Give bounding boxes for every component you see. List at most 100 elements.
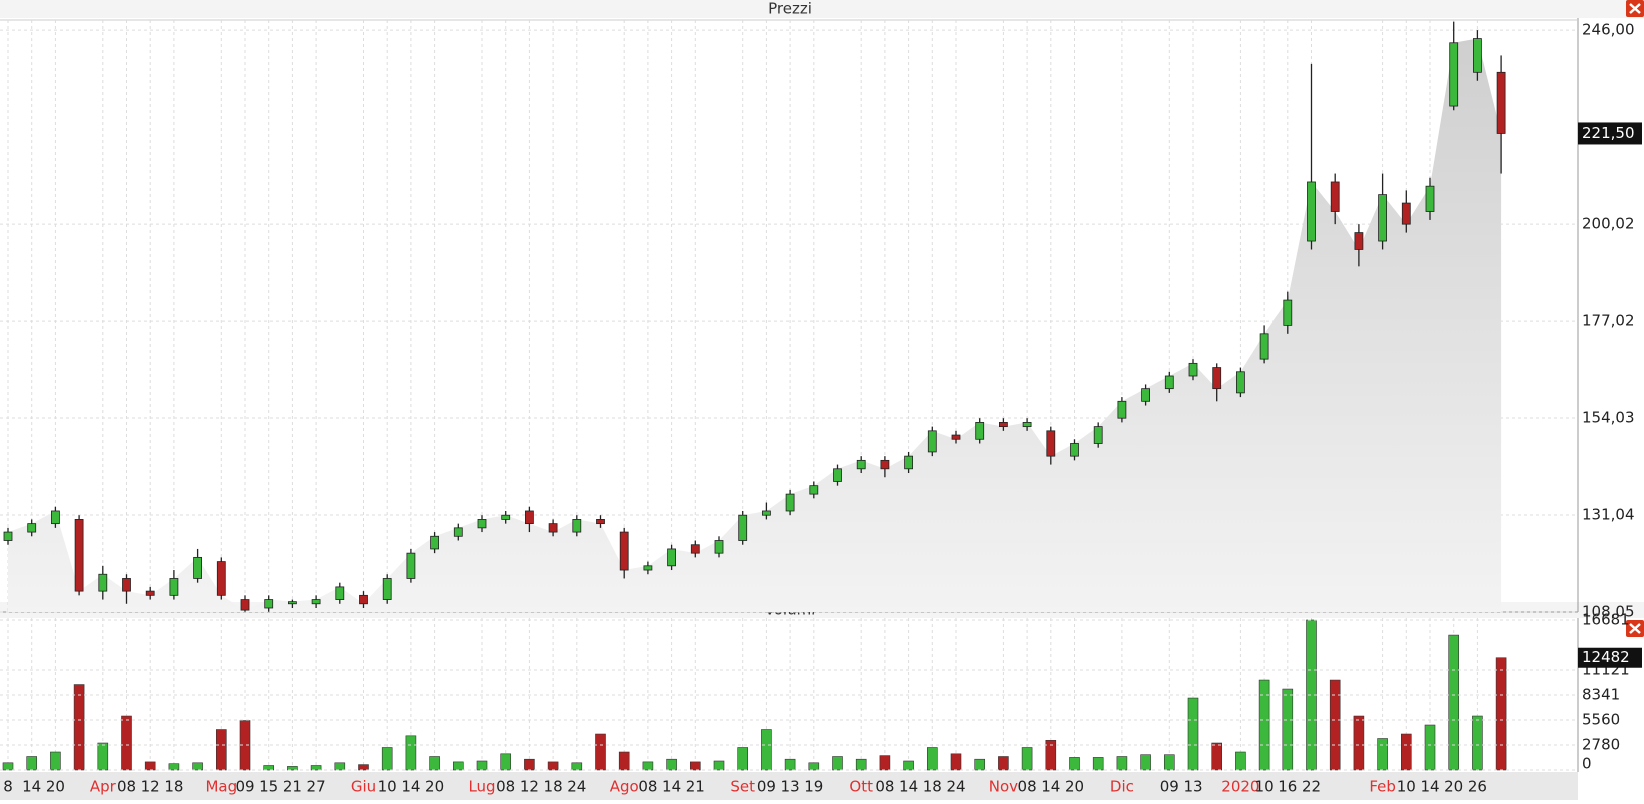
volume-bar xyxy=(26,756,38,771)
candle-body xyxy=(856,459,866,470)
x-tick-label: 14 xyxy=(662,778,681,796)
candle-body xyxy=(51,510,60,525)
volume-bar xyxy=(1282,688,1294,771)
volume-bar xyxy=(50,751,61,771)
volume-bar xyxy=(926,747,938,771)
volume-bar xyxy=(310,765,322,771)
x-tick-label: 20 xyxy=(1065,778,1084,796)
volume-bar xyxy=(476,760,488,771)
x-tick-label: 14 xyxy=(899,778,918,796)
candle-body xyxy=(1188,362,1198,377)
y-tick-label: 5560 xyxy=(1582,710,1620,728)
candle-body xyxy=(1401,202,1411,225)
x-tick-label: 20 xyxy=(1444,778,1463,796)
candle-body xyxy=(287,601,297,605)
y-tick-label: 8341 xyxy=(1582,685,1620,703)
candle-body xyxy=(1449,42,1459,107)
x-tick-label: 24 xyxy=(946,778,965,796)
x-tick-label: Lug xyxy=(468,778,495,796)
volume-bar xyxy=(547,761,559,771)
volume-bar xyxy=(642,761,654,771)
candle-body xyxy=(548,523,558,533)
x-tick-label: 18 xyxy=(164,778,183,796)
x-tick-label: 08 xyxy=(1018,778,1037,796)
volume-bar xyxy=(168,763,180,771)
volume-bar xyxy=(737,747,749,771)
candle-body xyxy=(1307,181,1316,242)
volume-bar xyxy=(1424,724,1436,771)
candle-body xyxy=(667,548,676,567)
volume-bar xyxy=(1235,751,1246,771)
volume-bar xyxy=(429,756,440,771)
x-tick-label: 19 xyxy=(804,778,823,796)
candle-body xyxy=(216,561,226,596)
volume-bar xyxy=(287,766,298,771)
x-tick-label: Dic xyxy=(1110,778,1134,796)
volume-bar xyxy=(334,762,346,771)
volume-bar xyxy=(1164,754,1175,771)
candle-body xyxy=(999,421,1008,428)
current-value-box xyxy=(1578,647,1642,668)
candle-body xyxy=(477,519,487,529)
x-tick-label: 14 xyxy=(22,778,41,796)
x-tick-label: 10 xyxy=(378,778,397,796)
volume-bar xyxy=(1472,715,1483,771)
volume-bar xyxy=(1211,742,1222,771)
x-tick-label: 10 xyxy=(1255,778,1274,796)
current-value-label: 221,50 xyxy=(1582,124,1635,142)
candle-body xyxy=(1259,333,1269,360)
x-tick-label: 2020 xyxy=(1221,778,1259,796)
candle-body xyxy=(1046,430,1056,457)
x-tick-label: 16 xyxy=(1278,778,1297,796)
candle-body xyxy=(169,578,179,596)
candle-body xyxy=(738,514,748,541)
x-tick-label: Set xyxy=(730,778,755,796)
candle-body xyxy=(1022,421,1032,428)
volume-bar xyxy=(263,765,275,771)
x-tick-label: 13 xyxy=(781,778,800,796)
candle-body xyxy=(240,599,250,611)
candle-body xyxy=(1141,388,1150,402)
volume-bar xyxy=(192,762,203,771)
current-value-box xyxy=(1578,122,1642,145)
candle-body xyxy=(3,531,13,541)
candle-body xyxy=(1117,400,1127,419)
candle-body xyxy=(74,519,84,592)
volume-bar xyxy=(73,684,85,771)
volume-bar xyxy=(571,762,583,771)
x-tick-label: 15 xyxy=(259,778,278,796)
volume-bar xyxy=(97,742,109,771)
y-tick-label: 177,02 xyxy=(1582,312,1635,330)
candle-body xyxy=(643,565,653,571)
candle-body xyxy=(833,468,842,482)
x-tick-label: 20 xyxy=(425,778,444,796)
volume-bar xyxy=(1258,679,1270,771)
candle-body xyxy=(1473,38,1482,73)
candle-body xyxy=(1354,232,1364,250)
volume-bar xyxy=(1448,634,1459,771)
x-tick-label: Mag xyxy=(205,778,237,796)
x-tick-label: Ott xyxy=(849,778,873,796)
volume-bar xyxy=(1069,757,1080,771)
x-tick-label: 21 xyxy=(686,778,705,796)
volume-bar xyxy=(381,747,393,771)
volume-bar xyxy=(618,751,630,771)
volume-bar xyxy=(1353,715,1365,771)
close-button[interactable] xyxy=(1626,620,1644,637)
x-tick-label: 08 xyxy=(117,778,136,796)
candle-body xyxy=(1212,367,1222,390)
volume-bar xyxy=(903,760,914,771)
candle-body xyxy=(1425,185,1435,212)
candle-body xyxy=(1283,299,1293,326)
y-tick-label: 108,05 xyxy=(1582,603,1635,621)
volume-bar xyxy=(950,753,962,771)
volume-bar xyxy=(761,729,772,771)
candle-body xyxy=(525,510,534,525)
close-button[interactable] xyxy=(1626,0,1644,17)
volume-bar xyxy=(1140,754,1151,771)
y-tick-label: 200,02 xyxy=(1582,215,1635,233)
volume-bar xyxy=(974,758,986,771)
volume-bar xyxy=(784,758,796,771)
x-tick-label: Nov xyxy=(989,778,1018,796)
candle-body xyxy=(145,590,155,596)
